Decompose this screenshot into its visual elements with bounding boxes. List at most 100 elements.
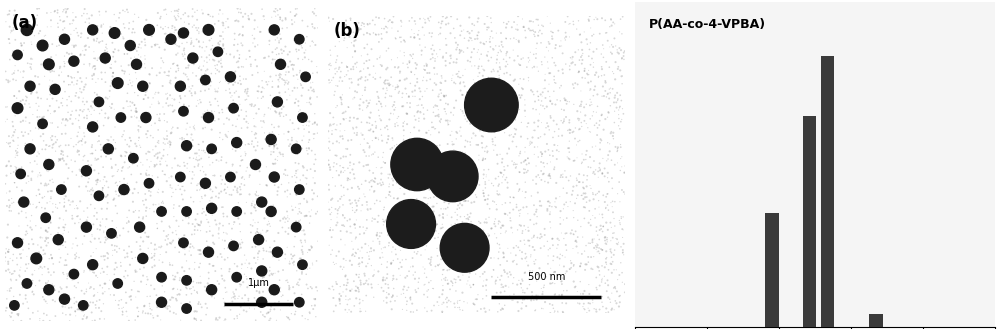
Point: [255, 256, 271, 262]
Point: [280, 52, 296, 57]
Point: [4, 53, 20, 58]
Point: [333, 228, 349, 234]
Point: [391, 64, 407, 70]
Point: [114, 165, 130, 170]
Point: [608, 241, 624, 246]
Point: [160, 152, 176, 157]
Point: [154, 275, 170, 280]
Point: [0, 117, 15, 122]
Point: [248, 244, 264, 249]
Point: [68, 250, 84, 256]
Point: [225, 290, 241, 295]
Point: [72, 75, 88, 81]
Point: [301, 146, 317, 152]
Point: [56, 79, 72, 84]
Point: [329, 281, 345, 287]
Point: [407, 94, 423, 99]
Point: [461, 15, 477, 20]
Point: [185, 138, 201, 143]
Point: [415, 105, 431, 111]
Point: [20, 173, 36, 179]
Point: [363, 206, 379, 212]
Point: [508, 37, 524, 42]
Point: [471, 30, 487, 35]
Point: [23, 176, 39, 181]
Point: [128, 143, 144, 149]
Point: [425, 204, 441, 209]
Point: [375, 180, 391, 185]
Point: [481, 215, 497, 220]
Point: [539, 161, 555, 166]
Point: [460, 259, 476, 265]
Point: [68, 236, 84, 241]
Point: [513, 281, 529, 286]
Point: [6, 129, 22, 135]
Point: [481, 307, 497, 313]
Point: [97, 48, 113, 53]
Point: [164, 165, 180, 170]
Point: [603, 200, 619, 205]
Point: [379, 30, 395, 35]
Point: [414, 239, 430, 244]
Point: [83, 192, 99, 197]
Point: [191, 222, 207, 228]
Point: [409, 196, 425, 201]
Point: [451, 51, 467, 56]
Point: [374, 250, 390, 255]
Point: [307, 6, 323, 11]
Point: [540, 147, 556, 153]
Point: [159, 133, 175, 139]
Point: [333, 100, 349, 105]
Point: [476, 172, 492, 177]
Point: [513, 223, 529, 228]
Point: [556, 236, 572, 241]
Point: [332, 297, 348, 302]
Point: [250, 278, 266, 283]
Point: [229, 60, 245, 65]
Point: [413, 151, 429, 156]
Point: [481, 178, 497, 183]
Point: [324, 132, 340, 137]
Point: [447, 239, 463, 244]
Point: [596, 72, 612, 78]
Point: [100, 236, 116, 241]
Point: [220, 25, 236, 30]
Point: [223, 295, 239, 301]
Point: [486, 147, 502, 153]
Point: [165, 287, 181, 292]
Point: [290, 126, 306, 131]
Point: [135, 239, 151, 244]
Point: [301, 139, 317, 145]
Point: [137, 303, 153, 308]
Point: [147, 251, 163, 256]
Point: [274, 110, 290, 115]
Point: [250, 255, 266, 260]
Point: [419, 234, 435, 239]
Point: [343, 76, 359, 81]
Point: [54, 131, 70, 137]
Point: [0, 222, 16, 227]
Point: [220, 72, 236, 78]
Point: [490, 108, 506, 113]
Point: [106, 292, 122, 298]
Point: [454, 155, 470, 160]
Point: [409, 80, 425, 85]
Point: [227, 261, 243, 266]
Point: [497, 104, 513, 109]
Point: [352, 76, 368, 81]
Point: [41, 225, 57, 231]
Point: [418, 149, 434, 154]
Point: [27, 268, 43, 273]
Point: [582, 241, 598, 246]
Point: [512, 186, 528, 191]
Point: [177, 106, 193, 111]
Point: [339, 283, 355, 288]
Point: [286, 37, 302, 42]
Point: [108, 203, 124, 208]
Point: [355, 298, 371, 303]
Point: [198, 312, 214, 317]
Point: [609, 149, 625, 154]
Point: [351, 255, 367, 261]
Point: [289, 150, 305, 155]
Point: [484, 122, 500, 128]
